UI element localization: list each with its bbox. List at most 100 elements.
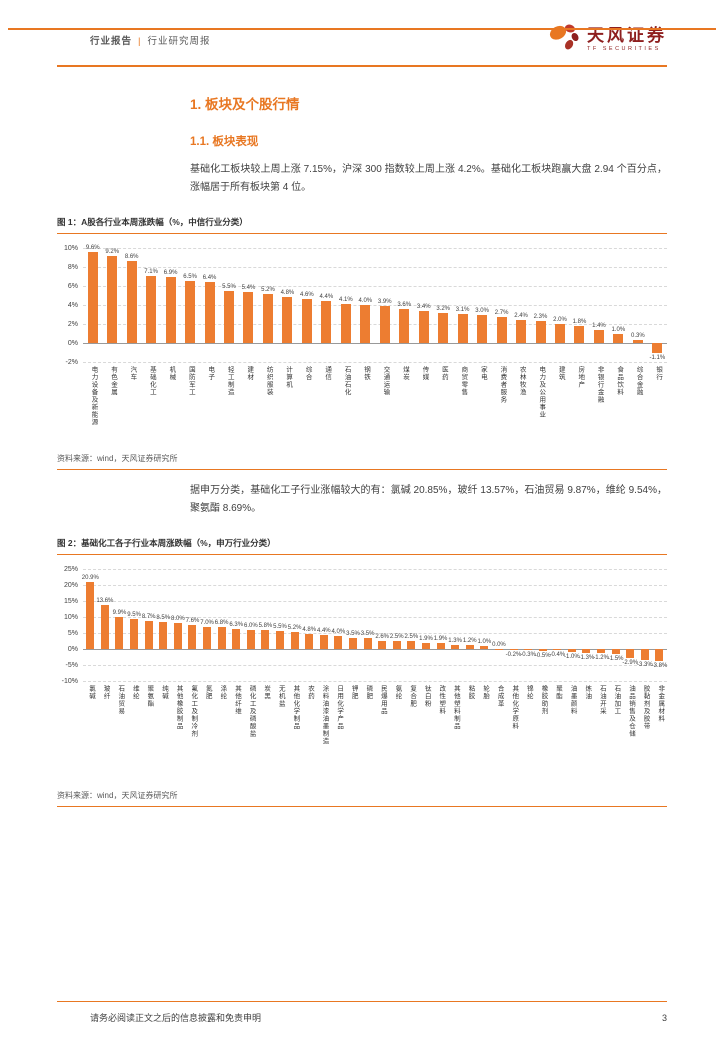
bar-category-label: 基础化工: [148, 366, 156, 396]
bar: [392, 641, 401, 649]
bar-slot: 6.9% 机械: [161, 248, 180, 381]
bar-slot: 4.4% 通信: [317, 248, 336, 381]
page-header: 行业报告 | 行业研究周报 天风证券 TF SECURITIES: [90, 20, 667, 59]
bar-slot: 9.2% 有色金属: [102, 248, 121, 396]
bar: [538, 649, 547, 651]
tf-securities-logo: 天风证券 TF SECURITIES: [547, 20, 667, 59]
bar: [301, 299, 312, 343]
bar-slot: 3.0% 家电: [472, 248, 491, 382]
y-axis-tick-label: 8%: [67, 264, 78, 271]
bar: [640, 649, 649, 660]
bar-value-label: 1.2%: [462, 638, 477, 645]
y-axis-tick-label: -10%: [61, 678, 78, 685]
gridline: [83, 665, 667, 666]
breadcrumb-divider: |: [138, 35, 142, 47]
bar: [204, 282, 215, 343]
tf-flower-icon: [547, 20, 581, 59]
bar-slot: 9.5% 维纶: [127, 569, 142, 700]
bar-category-label: 民爆用品: [379, 685, 387, 715]
bar-slot: 0.3% 综合金融: [628, 248, 647, 396]
bar-category-label: 钾肥: [350, 685, 358, 700]
bar: [290, 632, 299, 649]
bar-value-label: 1.3%: [448, 637, 462, 644]
bar-slot: -0.3% 锦纶: [520, 569, 536, 700]
bar: [457, 313, 468, 343]
bar-slot: 9.6% 电力设备及新能源: [83, 245, 102, 426]
bar-value-label: 0.3%: [631, 333, 645, 340]
bar-slot: 3.6% 煤炭: [395, 248, 414, 381]
bar-value-label: -0.3%: [520, 651, 536, 658]
bar-value-label: 4.8%: [302, 626, 317, 633]
figure-2: 图 2：基础化工各子行业本周涨跌幅（%，申万行业分类） 25% 20% 15% 10%…: [57, 537, 667, 807]
gridline: [83, 248, 667, 249]
bar-value-label: 3.5%: [346, 630, 360, 637]
bar-value-label: 6.5%: [183, 274, 197, 281]
bar-value-label: 2.5%: [404, 634, 419, 640]
bar-slot: -1.1% 银行: [648, 248, 667, 381]
bar-value-label: -1.0%: [564, 654, 580, 661]
bar: [535, 321, 546, 343]
bar-slot: -1.0% 油墨颜料: [564, 569, 580, 715]
bar-category-label: 氨纶: [394, 685, 402, 700]
bar-category-label: 纺织服装: [265, 366, 273, 396]
bar-value-label: 6.9%: [163, 270, 178, 277]
bar-slot: 1.3% 其他塑料制品: [448, 569, 463, 730]
bar-category-label: 家电: [479, 366, 487, 381]
bar-category-label: 油墨颜料: [569, 685, 577, 715]
bar-value-label: 13.6%: [96, 598, 114, 605]
y-axis-tick-label: 10%: [63, 245, 78, 252]
bar: [363, 637, 372, 649]
bar-slot: 2.7% 消费者服务: [492, 248, 511, 403]
figure-2-caption: 图 2：基础化工各子行业本周涨跌幅（%，申万行业分类）: [57, 537, 667, 555]
bar-slot: 5.5% 无机盐: [273, 569, 288, 707]
bar-slot: 3.4% 传媒: [414, 248, 433, 381]
bar-slot: -2.9% 油品销售及仓储: [622, 569, 638, 738]
y-axis-tick-label: 25%: [63, 566, 78, 573]
bar: [86, 582, 95, 649]
paragraph-2: 据申万分类，基础化工子行业涨幅较大的有：氯碱 20.85%，玻纤 13.57%，…: [190, 485, 667, 514]
bar-category-label: 建筑: [557, 366, 565, 381]
bar-value-label: 4.8%: [280, 290, 295, 297]
gridline: [83, 649, 667, 650]
bar-category-label: 消费者服务: [498, 366, 506, 404]
bar-category-label: 电力及公用事业: [537, 366, 545, 419]
bar: [632, 340, 643, 343]
bar: [173, 623, 182, 649]
brand-subtitle: TF SECURITIES: [587, 45, 661, 52]
y-axis-tick-label: 0%: [67, 340, 78, 347]
bar-slot: 0.0% 合成革: [492, 569, 507, 708]
bar-value-label: 9.2%: [105, 248, 120, 255]
bar-slot: -3.8% 非金属材料: [652, 569, 667, 723]
report-type-label: 行业报告: [90, 35, 133, 47]
bar: [524, 649, 533, 650]
bar-category-label: 磷肥: [364, 685, 372, 700]
bar: [305, 633, 314, 649]
bar: [407, 641, 416, 649]
bar-category-label: 国防军工: [187, 366, 195, 396]
bar-category-label: 钢铁: [362, 366, 370, 381]
y-axis-tick-label: 4%: [67, 302, 78, 309]
bar: [100, 605, 109, 649]
bar-category-label: 无机盐: [277, 685, 285, 708]
bar-category-label: 聚酯: [554, 685, 562, 700]
bar-slot: 13.6% 玻纤: [96, 569, 114, 700]
y-axis-tick-label: 20%: [63, 582, 78, 589]
y-axis-tick-label: 6%: [67, 283, 78, 290]
bar-value-label: 4.0%: [358, 298, 373, 304]
bar-category-label: 煤炭: [401, 366, 409, 381]
bar-slot: 1.0% 食品饮料: [609, 248, 628, 397]
figure-1: 图 1：A股各行业本周涨跌幅（%，中信行业分类） 10% 8% 6% 4% 2% 0% -2…: [57, 216, 667, 470]
bar-value-label: 2.0%: [553, 317, 567, 323]
bar-value-label: 3.1%: [455, 306, 470, 313]
bar: [582, 649, 591, 654]
bar-category-label: 机械: [167, 366, 175, 381]
bar-value-label: 8.0%: [171, 616, 185, 623]
bar-value-label: 5.4%: [241, 284, 256, 291]
bar-value-label: 4.4%: [319, 294, 334, 301]
bar-slot: 4.8% 农药: [302, 569, 317, 700]
bar-category-label: 农药: [306, 685, 314, 700]
bar-category-label: 商贸零售: [459, 366, 467, 396]
bar-slot: 6.8% 涤纶: [214, 569, 229, 700]
gridline: [83, 343, 667, 344]
y-axis-tick-label: 0%: [67, 646, 78, 653]
